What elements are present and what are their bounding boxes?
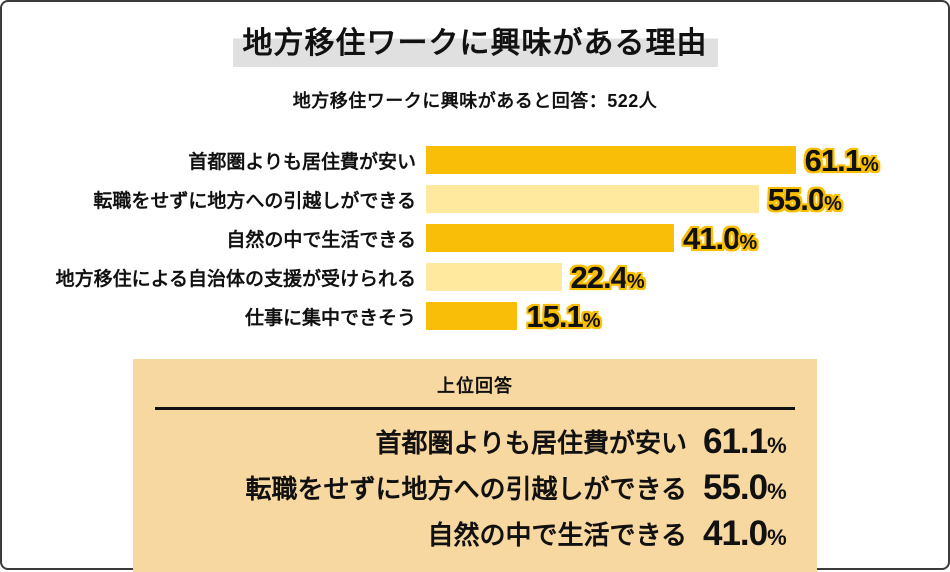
summary-row-label: 自然の中で生活できる <box>427 519 687 550</box>
bar-row: 地方移住による自治体の支援が受けられる 22.4% <box>2 262 948 293</box>
bar-value-number: 55.0 <box>767 181 825 217</box>
bar-fill <box>426 146 796 174</box>
bar-value-number: 22.4 <box>570 259 628 295</box>
bar-value-label: 41.0% <box>683 223 757 254</box>
summary-row-value: 41.0% <box>687 516 817 551</box>
summary-row-label: 転職をせずに地方への引越しができる <box>245 473 687 504</box>
bar-category-label: 首都圏よりも居住費が安い <box>188 151 416 173</box>
bar-fill <box>426 263 562 291</box>
bar-value-number: 61.1 <box>804 142 862 178</box>
infographic-root: 地方移住ワークに興味がある理由 地方移住ワークに興味があると回答：522人 首都… <box>2 18 948 572</box>
summary-value-number: 41.0 <box>703 513 768 553</box>
summary-value-number: 55.0 <box>703 467 768 507</box>
summary-value-number: 61.1 <box>703 421 768 461</box>
bar-value-number: 41.0 <box>683 220 740 256</box>
bar-value-number: 15.1 <box>526 298 583 334</box>
title-block: 地方移住ワークに興味がある理由 <box>2 18 948 67</box>
page-title: 地方移住ワークに興味がある理由 <box>232 18 718 67</box>
bar-value-label: 61.1% <box>805 145 879 176</box>
bar-category-label: 地方移住による自治体の支援が受けられる <box>55 268 416 290</box>
percent-sign: % <box>767 432 787 458</box>
summary-row: 首都圏よりも居住費が安い 61.1% <box>133 418 817 464</box>
summary-row-value: 55.0% <box>687 470 817 505</box>
bar-value-label: 15.1% <box>526 301 600 332</box>
percent-sign: % <box>860 153 879 176</box>
summary-row: 転職をせずに地方への引越しができる 55.0% <box>133 464 817 510</box>
percent-sign: % <box>767 478 787 504</box>
summary-row-value: 61.1% <box>687 424 817 459</box>
bar-row: 自然の中で生活できる 41.0% <box>2 223 948 254</box>
horizontal-bar-chart: 首都圏よりも居住費が安い 61.1% 転職をせずに地方への引越しができる 55.… <box>2 145 948 332</box>
percent-sign: % <box>767 524 787 550</box>
bar-value-label: 22.4% <box>571 262 645 293</box>
percent-sign: % <box>582 309 601 332</box>
summary-box: 上位回答 首都圏よりも居住費が安い 61.1% 転職をせずに地方への引越しができ… <box>133 359 817 572</box>
percent-sign: % <box>739 231 758 254</box>
bar-category-label: 仕事に集中できそう <box>244 307 416 329</box>
bar-fill <box>426 224 675 252</box>
summary-row: 自然の中で生活できる 41.0% <box>133 510 817 556</box>
bar-row: 転職をせずに地方への引越しができる 55.0% <box>2 184 948 215</box>
bar-fill <box>426 185 759 213</box>
page-subtitle: 地方移住ワークに興味があると回答：522人 <box>292 91 658 111</box>
bar-row: 仕事に集中できそう 15.1% <box>2 301 948 332</box>
summary-box-title: 上位回答 <box>437 376 513 396</box>
divider-line <box>155 407 795 410</box>
percent-sign: % <box>626 270 645 293</box>
bar-value-label: 55.0% <box>768 184 842 215</box>
bar-fill <box>426 302 518 330</box>
bar-category-label: 転職をせずに地方への引越しができる <box>93 190 416 212</box>
bar-row: 首都圏よりも居住費が安い 61.1% <box>2 145 948 176</box>
summary-row-label: 首都圏よりも居住費が安い <box>375 427 687 458</box>
percent-sign: % <box>824 192 842 215</box>
bar-category-label: 自然の中で生活できる <box>226 229 416 251</box>
